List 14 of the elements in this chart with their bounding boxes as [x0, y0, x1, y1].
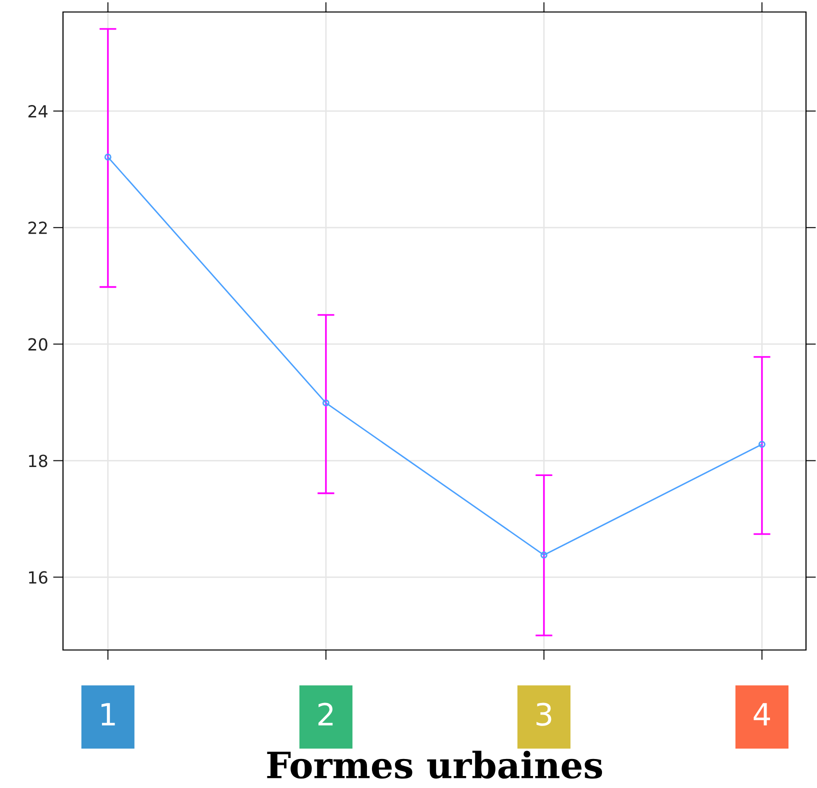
y-tick-label: 16: [29, 571, 48, 584]
x-tick-label: 1: [102, 703, 115, 726]
point: [758, 440, 766, 448]
point: [322, 399, 330, 406]
x-tick-label: 2: [318, 702, 333, 726]
y-tick-label: 20: [28, 338, 48, 351]
y-tick-label: 22: [28, 222, 47, 234]
x-tick-label: 3: [536, 702, 552, 726]
x-axis-title: Formes urbaines: [267, 750, 602, 779]
point: [540, 552, 548, 558]
y-tick-label: 24: [28, 105, 48, 118]
y-tick-label: 18: [29, 454, 48, 468]
point: [104, 154, 112, 161]
x-tick-label: 4: [754, 703, 770, 726]
